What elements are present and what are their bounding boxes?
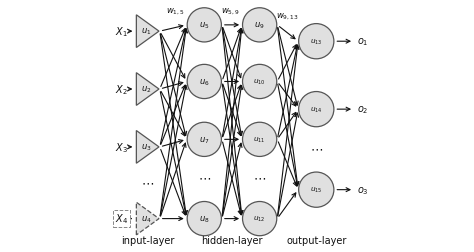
Circle shape: [243, 123, 277, 157]
Text: $w_{9,13}$: $w_{9,13}$: [276, 12, 299, 22]
Circle shape: [187, 9, 221, 43]
Text: $u_3$: $u_3$: [141, 142, 152, 152]
Text: $X_1$: $X_1$: [115, 25, 128, 39]
Text: $\cdots$: $\cdots$: [198, 171, 211, 184]
Circle shape: [187, 123, 221, 157]
Text: $u_8$: $u_8$: [199, 213, 210, 224]
Text: $\cdots$: $\cdots$: [141, 176, 154, 189]
Circle shape: [187, 202, 221, 236]
Circle shape: [299, 24, 334, 59]
Text: $o_1$: $o_1$: [357, 36, 369, 48]
Text: $u_2$: $u_2$: [141, 84, 152, 95]
Text: $u_9$: $u_9$: [255, 20, 265, 31]
Text: $X_4$: $X_4$: [115, 212, 128, 226]
Circle shape: [243, 202, 277, 236]
Text: $u_1$: $u_1$: [141, 27, 152, 37]
Text: input-layer: input-layer: [121, 235, 174, 245]
Text: $u_{11}$: $u_{11}$: [254, 135, 266, 144]
Text: $X_3$: $X_3$: [115, 140, 128, 154]
Polygon shape: [137, 131, 159, 164]
Text: hidden-layer: hidden-layer: [201, 235, 263, 245]
Text: $u_6$: $u_6$: [199, 77, 210, 87]
Text: $u_{15}$: $u_{15}$: [310, 185, 322, 195]
Text: $X_2$: $X_2$: [115, 83, 128, 97]
Text: $u_{13}$: $u_{13}$: [310, 38, 322, 47]
Circle shape: [243, 65, 277, 99]
Text: $w_{5,9}$: $w_{5,9}$: [220, 7, 239, 17]
Text: $u_{10}$: $u_{10}$: [253, 78, 266, 87]
Text: $\cdots$: $\cdots$: [253, 171, 266, 184]
Text: $u_{14}$: $u_{14}$: [310, 105, 323, 114]
Circle shape: [299, 172, 334, 207]
Text: $u_7$: $u_7$: [199, 135, 210, 145]
Text: $o_2$: $o_2$: [357, 104, 368, 116]
Polygon shape: [137, 202, 159, 235]
Text: output-layer: output-layer: [286, 235, 346, 245]
Text: $u_4$: $u_4$: [141, 213, 152, 224]
Circle shape: [187, 65, 221, 99]
Text: $w_{1,5}$: $w_{1,5}$: [166, 7, 185, 17]
Text: $u_5$: $u_5$: [199, 20, 210, 31]
Polygon shape: [137, 73, 159, 106]
Text: $u_{12}$: $u_{12}$: [254, 214, 266, 223]
Text: $o_3$: $o_3$: [357, 184, 369, 196]
Circle shape: [299, 92, 334, 127]
Text: $\cdots$: $\cdots$: [310, 142, 323, 155]
Circle shape: [243, 9, 277, 43]
Polygon shape: [137, 16, 159, 48]
